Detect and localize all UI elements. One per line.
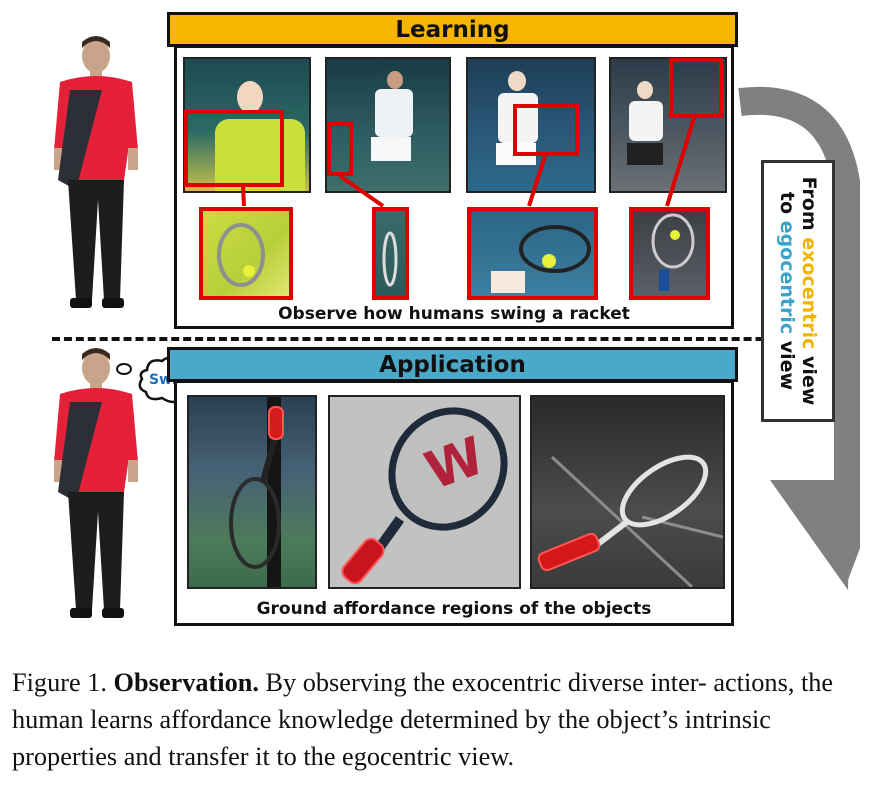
side-label-view-2: view: [776, 334, 798, 391]
learning-caption: Observe how humans swing a racket: [278, 304, 630, 324]
figure-caption-bold: Observation.: [113, 668, 259, 697]
figure-label: Figure 1.: [12, 668, 107, 697]
learning-crop-3: [467, 207, 598, 300]
learning-crop-2: [372, 207, 409, 300]
learning-photo-1: [183, 57, 311, 193]
learning-highlight-4: [669, 58, 723, 118]
section-divider: [52, 337, 847, 341]
side-label-view-1: view: [798, 349, 820, 406]
learning-highlight-2: [327, 122, 353, 176]
learning-crop-4: [629, 207, 710, 300]
application-photo-1: [187, 395, 317, 589]
learning-crop-1: [199, 207, 293, 300]
application-photo-2: W: [328, 395, 521, 589]
side-label-text: From exocentric view to egocentric view: [776, 177, 820, 406]
side-label-egocentric: egocentric: [776, 220, 798, 335]
application-title-text: Application: [379, 351, 526, 378]
learning-title: Learning: [167, 12, 738, 47]
side-label-to: to: [776, 191, 798, 221]
learning-panel: Observe how humans swing a racket: [174, 45, 734, 329]
side-label-exocentric: exocentric: [798, 237, 820, 350]
learning-title-text: Learning: [395, 16, 510, 43]
figure-caption-text: By observing the exocentric diverse inte…: [12, 668, 834, 771]
learning-photo-3: [466, 57, 596, 193]
figure-illustration: Swing Learning: [52, 12, 860, 626]
transfer-arrow: [738, 86, 860, 590]
figure-caption: Figure 1. Observation. By observing the …: [12, 664, 874, 775]
learning-highlight-1: [184, 110, 284, 187]
person-figure-top: [54, 36, 138, 308]
application-caption: Ground affordance regions of the objects: [256, 599, 652, 619]
learning-photo-4: [609, 57, 727, 193]
application-title: Application: [167, 347, 738, 382]
person-figure-bottom: [54, 348, 138, 618]
learning-connectors: [241, 117, 696, 208]
side-label-from: From: [798, 176, 820, 238]
side-label-box: From exocentric view to egocentric view: [761, 160, 835, 422]
application-photo-3: [530, 395, 725, 589]
learning-highlight-3: [513, 104, 579, 156]
application-panel: W Ground affordance regions of the objec…: [174, 380, 734, 626]
